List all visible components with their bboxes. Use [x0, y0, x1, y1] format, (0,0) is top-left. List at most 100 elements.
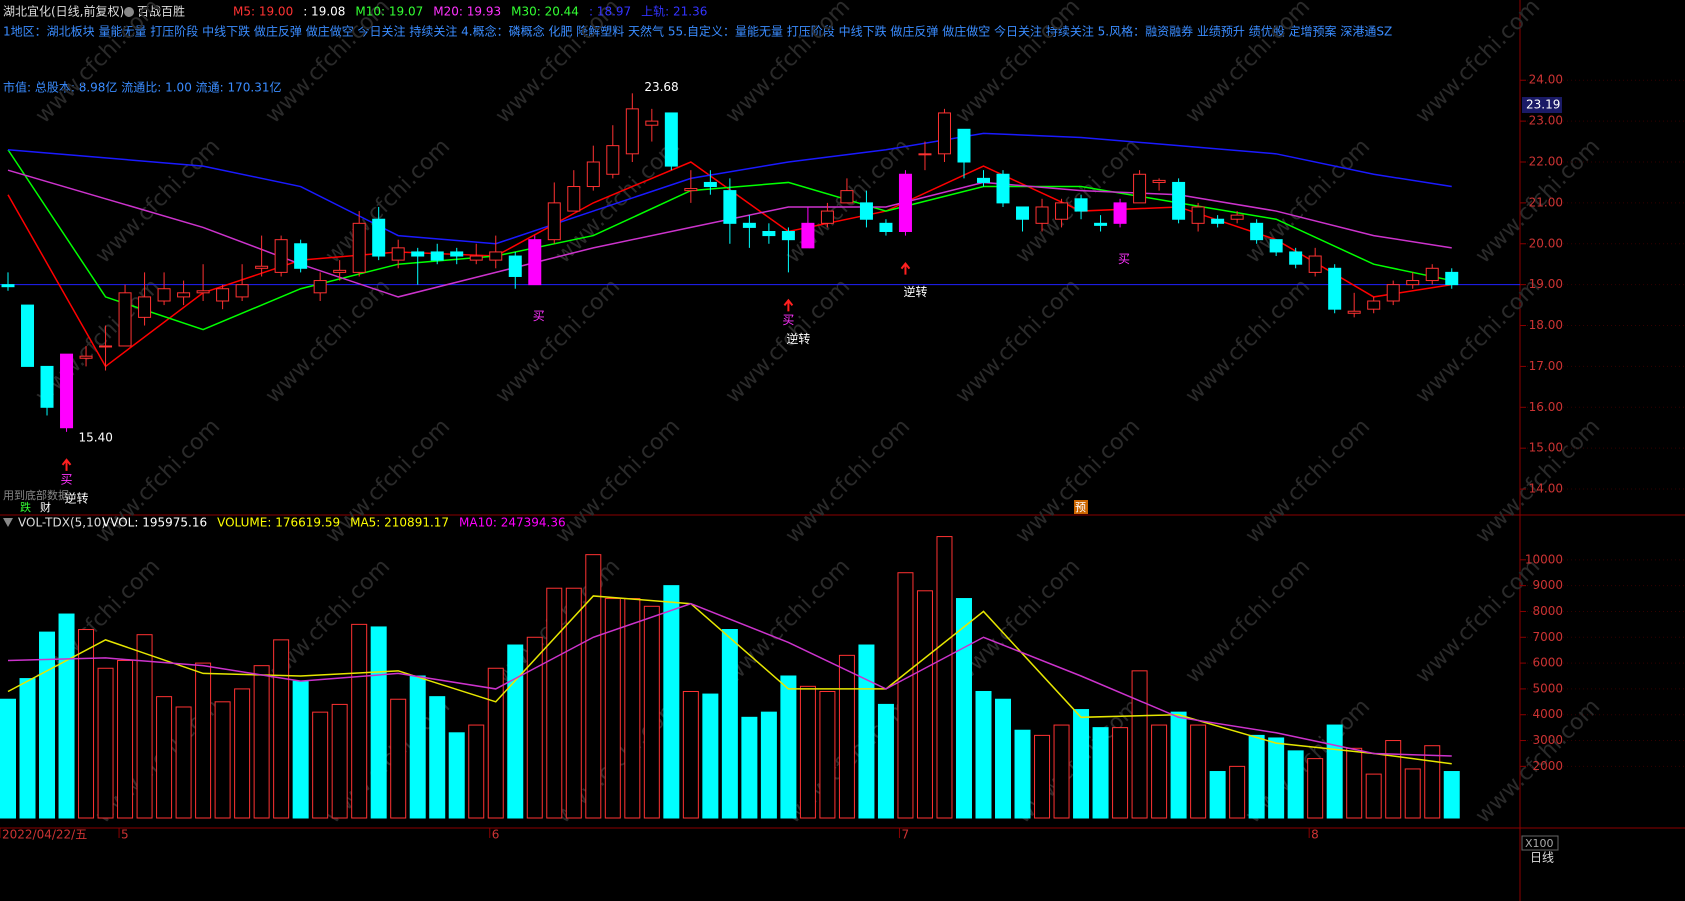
watermark: www.cfchi.com: [1241, 134, 1375, 268]
candle-body: [177, 292, 191, 298]
strategy: 百战百胜: [137, 4, 185, 19]
legend-entry: MA10: 247394.36: [459, 516, 566, 530]
y-tick-label: 19.00: [1529, 277, 1563, 291]
volume-bar: [1112, 727, 1129, 819]
watermark: www.cfchi.com: [721, 554, 855, 688]
watermark: www.cfchi.com: [781, 414, 915, 548]
volume-bar: [526, 636, 543, 819]
volume-bar: [916, 590, 933, 819]
volume-bar: [1326, 724, 1343, 819]
volume-bar: [682, 690, 699, 819]
volume-bar: [1014, 729, 1031, 819]
indicator: 上轨: 21.36: [641, 5, 707, 19]
candle-body: [898, 173, 912, 233]
volume-bar: [39, 631, 56, 819]
candle-body: [1094, 222, 1108, 226]
volume-bar: [1229, 765, 1246, 819]
cursor-price: 23.19: [1526, 98, 1560, 112]
volume-bar: [1365, 773, 1382, 819]
candle-body: [60, 353, 74, 429]
volume-bar: [97, 667, 114, 819]
indicator: M10: 19.07: [355, 5, 423, 19]
candle-body: [255, 265, 269, 269]
candle-body: [469, 255, 483, 261]
watermark: www.cfchi.com: [551, 414, 685, 548]
candle-body: [742, 222, 756, 228]
icon: [124, 7, 134, 17]
watermark: www.cfchi.com: [1411, 274, 1545, 408]
candle-body: [645, 120, 659, 126]
y-tick-label: 7000: [1532, 630, 1563, 644]
volume-bar: [58, 613, 75, 819]
volume-bar: [1268, 737, 1285, 819]
watermark: www.cfchi.com: [951, 0, 1085, 128]
candle-body: [977, 177, 990, 183]
volume-bar: [273, 639, 290, 819]
volume-bar: [234, 688, 251, 819]
volume-bar: [604, 598, 621, 819]
y-tick-label: 3000: [1532, 733, 1563, 747]
candle-body: [333, 269, 347, 273]
y-tick-label: 18.00: [1529, 318, 1563, 332]
tag-box: [1074, 500, 1088, 514]
ma-line: [7, 169, 1452, 298]
candle-body: [1152, 179, 1166, 183]
y-tick-label: 17.00: [1529, 359, 1563, 373]
volume-bar: [760, 711, 777, 819]
volume-bar: [253, 665, 270, 819]
candle-body: [937, 112, 951, 155]
watermark: www.cfchi.com: [1181, 0, 1315, 128]
ma-line: [7, 149, 1452, 331]
candle-body: [79, 355, 93, 359]
candle-body: [606, 145, 620, 175]
bottom-note: 用到底部数据: [3, 488, 69, 502]
candle-body: [1445, 271, 1459, 286]
volume-bar: [1209, 771, 1226, 819]
panel-title: VOL-TDX(5,10): [18, 516, 106, 530]
buy-signal: 买: [533, 309, 545, 323]
y-tick-label: 8000: [1532, 604, 1563, 618]
watermark: www.cfchi.com: [31, 0, 165, 128]
candle-body: [1211, 218, 1225, 224]
volume-bar: [1131, 670, 1148, 819]
volume-bar: [448, 732, 465, 819]
volume-bar: [1092, 727, 1109, 819]
volume-bar: [78, 629, 95, 819]
candle-body: [411, 251, 425, 257]
volume-bar: [0, 698, 16, 819]
y-tick-label: 10000: [1525, 552, 1563, 566]
price-annotation: 15.40: [79, 430, 113, 444]
candle-body: [801, 222, 815, 249]
candle-body: [1113, 202, 1127, 224]
y-tick-label: 5000: [1532, 681, 1563, 695]
candle-body: [1269, 239, 1283, 253]
tag: 财: [40, 500, 51, 514]
candle-body: [567, 186, 581, 212]
volume-bar: [1443, 771, 1460, 819]
buy-signal: 买: [61, 472, 73, 486]
y-tick-label: 15.00: [1529, 441, 1563, 455]
watermark: www.cfchi.com: [491, 0, 625, 128]
candle-body: [372, 218, 386, 257]
volume-bar: [975, 690, 992, 819]
volume-bar: [175, 706, 192, 819]
candle-body: [723, 190, 737, 224]
candle-body: [703, 181, 717, 188]
volume-bar: [468, 724, 485, 819]
ma-line: [7, 132, 1452, 245]
watermark: www.cfchi.com: [1241, 414, 1375, 548]
watermark: www.cfchi.com: [261, 0, 395, 128]
watermark: www.cfchi.com: [1181, 554, 1315, 688]
volume-bar: [819, 690, 836, 819]
volume-bar: [877, 703, 894, 819]
tag: 跌: [20, 500, 31, 514]
volume-bar: [351, 623, 368, 819]
candle-body: [1016, 206, 1030, 220]
volume-bar: [117, 660, 134, 819]
volume-bar: [1424, 745, 1441, 819]
volume-bar: [858, 644, 875, 819]
volume-bar: [1385, 740, 1402, 819]
volume-bar: [702, 693, 719, 819]
y-tick-label: 2000: [1532, 759, 1563, 773]
volume-bar: [546, 587, 563, 819]
